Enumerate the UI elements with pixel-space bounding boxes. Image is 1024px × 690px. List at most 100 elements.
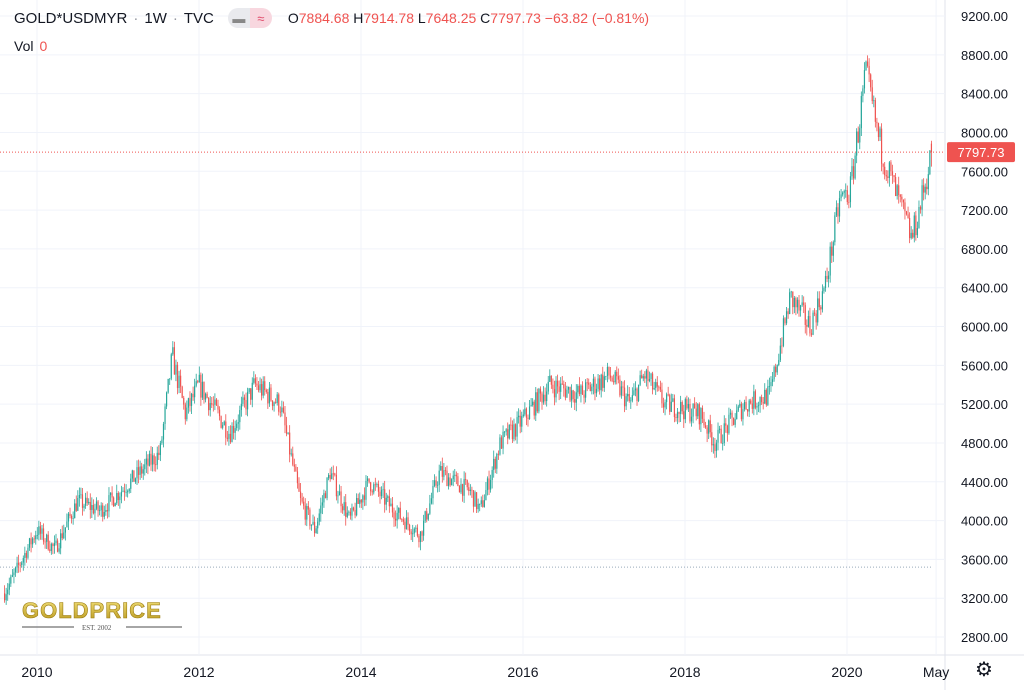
candle-body xyxy=(50,543,52,551)
candle-body xyxy=(137,467,140,475)
symbol-name[interactable]: GOLD*USDMYR xyxy=(14,9,128,27)
candle-body xyxy=(446,470,448,487)
candle-body xyxy=(739,403,741,407)
candle-body xyxy=(407,517,409,525)
candle-body xyxy=(482,500,484,507)
candle-body xyxy=(63,532,65,539)
candle-body xyxy=(281,407,283,413)
candle-body xyxy=(426,511,428,520)
x-tick-label: May xyxy=(923,664,949,680)
candle-body xyxy=(153,455,155,465)
candle-body xyxy=(237,422,239,424)
compare-icon[interactable]: ≈ xyxy=(249,8,272,28)
candle-body xyxy=(357,498,359,504)
candle-body xyxy=(817,298,819,323)
candle-body xyxy=(247,391,249,410)
last-price-label: 7797.73 xyxy=(958,145,1005,160)
candle-body xyxy=(243,397,246,401)
candle-body xyxy=(558,386,560,392)
candle-body xyxy=(299,491,302,498)
y-tick-label: 7200.00 xyxy=(961,203,1008,218)
candle-body xyxy=(370,482,372,492)
candle-body xyxy=(854,155,856,179)
candle-body xyxy=(465,479,467,481)
candle-body xyxy=(530,405,532,407)
candle-body xyxy=(317,521,319,529)
candle-body xyxy=(377,484,380,492)
candle-body xyxy=(882,163,884,167)
candle-body xyxy=(801,302,803,306)
y-tick-label: 7600.00 xyxy=(961,164,1008,179)
candle-body xyxy=(229,433,232,443)
y-tick-label: 4400.00 xyxy=(961,475,1008,490)
candle-body xyxy=(123,490,126,493)
candle-body xyxy=(765,389,767,405)
ohlc-values: O7884.68 H7914.78 L7648.25 C7797.73 −63.… xyxy=(288,10,649,26)
candle-body xyxy=(329,475,331,480)
y-tick-label: 9200.00 xyxy=(961,9,1008,24)
candle-body xyxy=(539,388,542,394)
close-value: 7797.73 xyxy=(490,10,541,26)
candle-body xyxy=(832,242,834,256)
candle-body xyxy=(368,478,370,483)
candle-body xyxy=(173,347,175,375)
volume-legend: Vol 0 xyxy=(14,38,47,54)
candle-body xyxy=(376,484,378,485)
candle-body xyxy=(591,386,593,392)
candle-body xyxy=(770,382,772,386)
candle-body xyxy=(910,232,912,239)
candle-body xyxy=(924,186,926,193)
candle-body xyxy=(701,408,704,419)
candle-body xyxy=(879,128,881,138)
source: TVC xyxy=(183,9,214,27)
candle-body xyxy=(499,437,501,455)
candle-body xyxy=(496,453,498,469)
open-label: O xyxy=(287,10,299,26)
candle-body xyxy=(184,404,186,420)
candle-body xyxy=(899,194,901,197)
candle-body xyxy=(898,185,900,195)
candle-body xyxy=(828,275,830,279)
candle-body xyxy=(771,379,774,383)
candle-body xyxy=(717,429,719,443)
candle-body xyxy=(532,401,534,406)
x-tick-label: 2018 xyxy=(669,664,700,680)
candle-body xyxy=(756,405,758,408)
candle-body xyxy=(549,375,551,382)
candle-body xyxy=(38,526,40,535)
settings-gear-icon[interactable]: ⚙ xyxy=(975,659,993,681)
candle-body xyxy=(659,386,661,390)
candle-body xyxy=(55,540,57,544)
candle-body xyxy=(430,498,433,504)
separator-dot: · xyxy=(133,9,139,27)
low-value: 7648.25 xyxy=(425,10,477,26)
candle-body xyxy=(742,409,744,420)
candle-body xyxy=(525,408,528,418)
candle-body xyxy=(905,211,908,215)
candle-body xyxy=(321,502,323,506)
candle-body xyxy=(284,412,286,426)
hide-icon[interactable]: ▬ xyxy=(227,8,250,28)
candle-body xyxy=(542,394,545,403)
candle-body xyxy=(391,503,394,513)
interval[interactable]: 1W xyxy=(144,9,167,27)
candle-body xyxy=(32,538,34,545)
candle-body xyxy=(720,428,722,444)
legend-toggle[interactable]: ▬ ≈ xyxy=(227,8,272,28)
candle-body xyxy=(901,196,903,200)
candle-body xyxy=(441,466,443,477)
candle-body xyxy=(466,480,468,488)
candle-body xyxy=(815,313,817,323)
candle-body xyxy=(460,484,462,493)
candle-body xyxy=(502,431,504,449)
candle-body xyxy=(66,521,68,528)
candle-body xyxy=(175,364,177,375)
candle-body xyxy=(362,495,364,503)
candle-body xyxy=(120,491,123,497)
candle-body xyxy=(556,380,559,387)
candle-body xyxy=(647,370,649,382)
candle-body xyxy=(494,458,496,469)
candle-body xyxy=(145,458,147,465)
x-tick-label: 2020 xyxy=(831,664,862,680)
